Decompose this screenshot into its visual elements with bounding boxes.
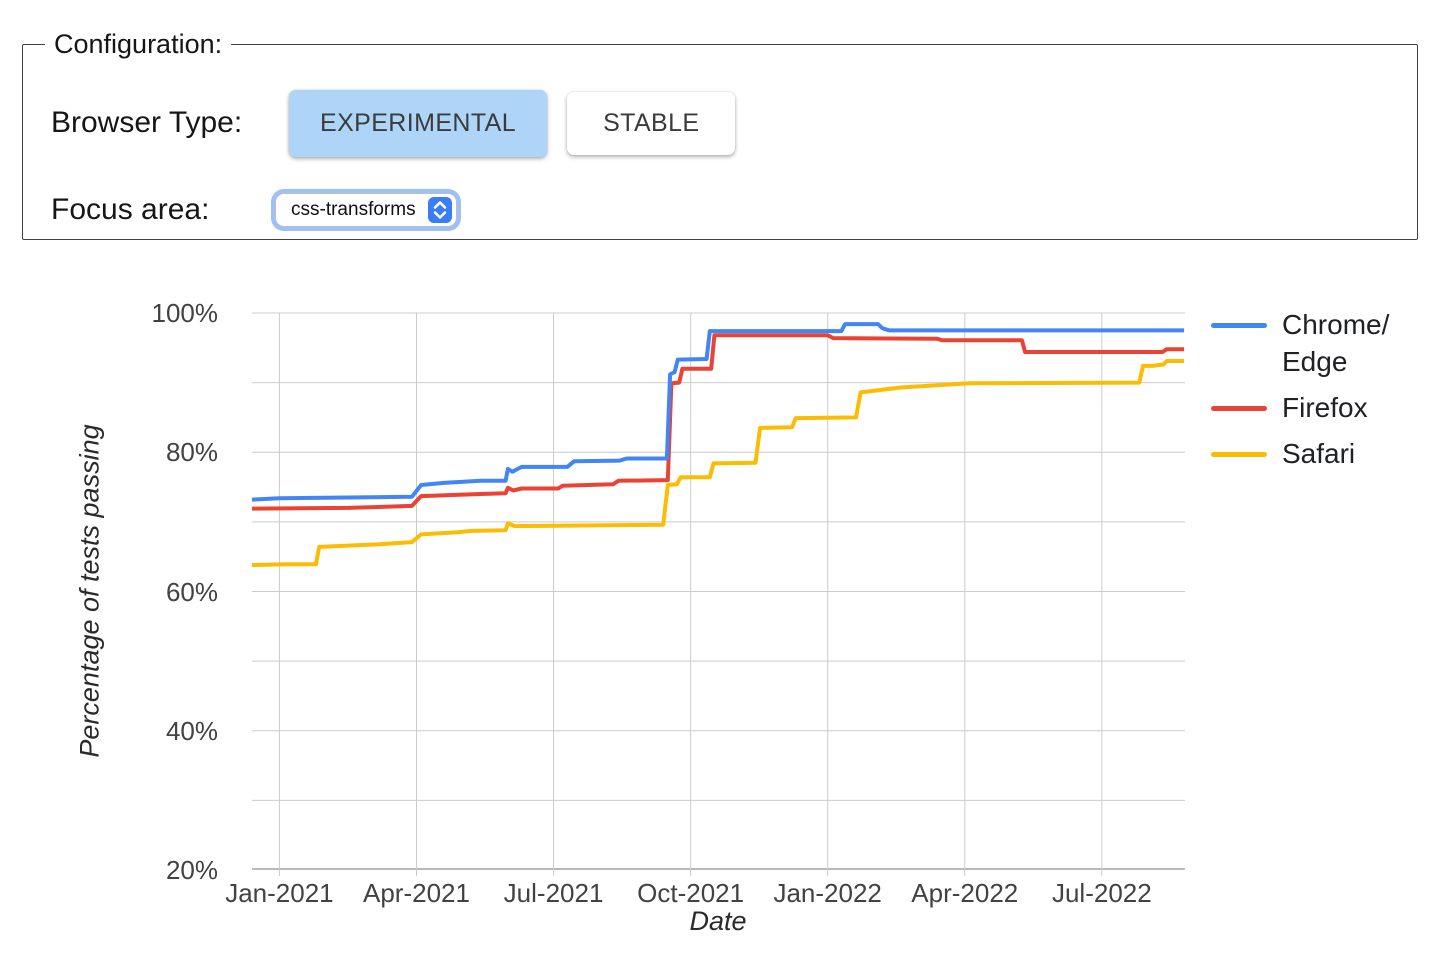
series-line-firefox [251,333,1185,511]
legend-item-firefox: Firefox [1211,389,1389,426]
y-tick-label: 40% [165,715,218,746]
y-tick-label: 60% [165,576,218,607]
series-line-chrome-edge [251,322,1185,502]
x-tick-label: Oct-2021 [637,878,745,908]
legend-swatch-chrome-edge [1211,323,1267,328]
chart-legend: Chrome/Edge Firefox Safari [1211,306,1389,481]
browser-type-label: Browser Type: [51,106,243,139]
focus-area-selected-value: css-transforms [291,199,416,220]
y-tick-label: 20% [165,855,218,885]
configuration-fieldset: Configuration: Browser Type: EXPERIMENTA… [22,29,1418,240]
stable-button[interactable]: STABLE [567,91,736,155]
x-tick-label: Jul-2022 [1051,878,1152,908]
legend-item-safari: Safari [1211,435,1389,472]
legend-label-chrome-edge: Chrome/Edge [1282,309,1390,377]
x-tick-label: Jul-2021 [503,878,604,908]
experimental-button[interactable]: EXPERIMENTAL [289,89,548,157]
x-tick-label: Apr-2021 [363,878,470,908]
legend-swatch-firefox [1211,406,1267,411]
legend-label-firefox: Firefox [1282,392,1368,423]
series-line-safari [251,359,1185,567]
legend-item-chrome-edge: Chrome/Edge [1211,306,1389,380]
x-tick-label: Jan-2021 [225,878,334,908]
legend-label-safari: Safari [1282,438,1356,469]
legend-swatch-safari [1211,452,1267,457]
x-tick-label: Apr-2022 [911,878,1019,908]
y-tick-label: 100% [151,298,219,328]
select-stepper-icon [427,197,452,223]
plot-area [251,312,1185,876]
browser-type-row: Browser Type: EXPERIMENTAL STABLE [51,89,736,157]
focus-area-select[interactable]: css-transforms [275,193,457,227]
stats-chart: Percentage of tests passing 20% 40% 60% 80%… [0,250,1440,958]
focus-area-row: Focus area: css-transforms [51,192,457,228]
x-tick-label: Jan-2022 [773,878,882,908]
focus-area-label: Focus area: [51,193,210,226]
x-axis-title: Date [689,906,747,936]
y-tick-label: 80% [165,437,218,468]
configuration-legend: Configuration: [54,29,223,59]
